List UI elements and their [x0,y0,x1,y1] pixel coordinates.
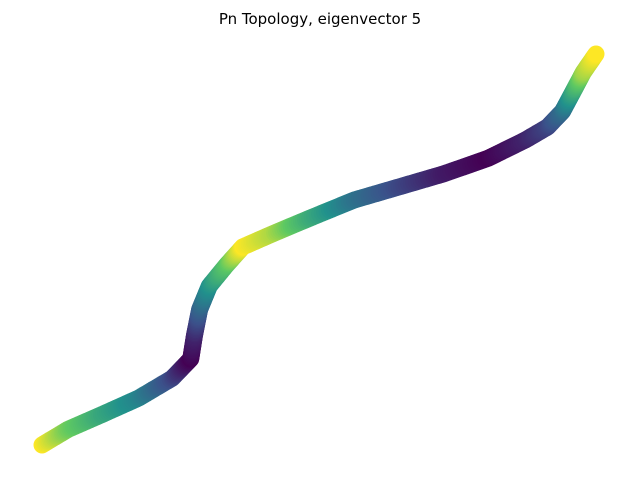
data-point [587,45,605,63]
points-layer [33,45,605,454]
chart-title: Pn Topology, eigenvector 5 [218,10,422,28]
